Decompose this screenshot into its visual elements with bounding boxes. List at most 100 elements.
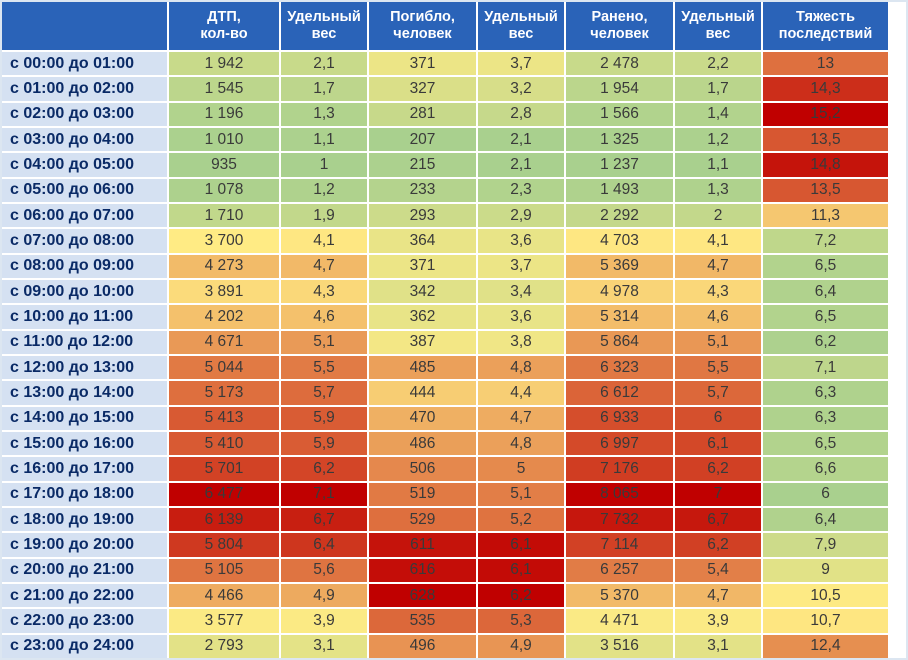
row-label: с 05:00 до 06:00 [2,178,167,202]
heatmap-cell: 281 [369,102,476,126]
heatmap-cell: 935 [169,153,279,177]
heatmap-cell: 6 [675,406,761,430]
row-label: с 15:00 до 16:00 [2,432,167,456]
heatmap-cell: 3,4 [478,280,564,304]
heatmap-cell: 4,7 [281,254,367,278]
heatmap-cell: 2,8 [478,102,564,126]
heatmap-cell: 6,1 [675,432,761,456]
heatmap-cell: 3 891 [169,280,279,304]
heatmap-cell: 6 [763,482,888,506]
heatmap-cell: 4 466 [169,584,279,608]
heatmap-cell: 5,1 [675,330,761,354]
heatmap-cell: 371 [369,52,476,76]
heatmap-cell: 3,8 [478,330,564,354]
heatmap-cell: 5 044 [169,356,279,380]
heatmap-cell: 5 173 [169,381,279,405]
heatmap-cell: 470 [369,406,476,430]
heatmap-cell: 5 [478,457,564,481]
heatmap-cell: 371 [369,254,476,278]
heatmap-cell: 1 545 [169,77,279,101]
heatmap-cell: 4 978 [566,280,673,304]
heatmap-cell: 6 323 [566,356,673,380]
heatmap-cell: 616 [369,558,476,582]
heatmap-cell: 4,6 [281,305,367,329]
heatmap-cell: 5,2 [478,508,564,532]
heatmap-cell: 506 [369,457,476,481]
heatmap-cell: 2,1 [478,128,564,152]
heatmap-cell: 4,3 [281,280,367,304]
heatmap-cell: 6,5 [763,254,888,278]
heatmap-cell: 6,5 [763,305,888,329]
heatmap-cell: 6,4 [763,508,888,532]
heatmap-cell: 4 703 [566,229,673,253]
heatmap-cell: 7 176 [566,457,673,481]
heatmap-cell: 5 804 [169,533,279,557]
heatmap-cell: 215 [369,153,476,177]
heatmap-cell: 7 114 [566,533,673,557]
heatmap-cell: 3,1 [281,634,367,658]
row-label: с 20:00 до 21:00 [2,558,167,582]
heatmap-cell: 12,4 [763,634,888,658]
heatmap-cell: 1 078 [169,178,279,202]
column-header: Удельный вес [675,2,761,50]
row-label: с 01:00 до 02:00 [2,77,167,101]
heatmap-cell: 5,4 [675,558,761,582]
row-label: с 10:00 до 11:00 [2,305,167,329]
heatmap-cell: 5 105 [169,558,279,582]
heatmap-cell: 3,6 [478,305,564,329]
heatmap-cell: 4 202 [169,305,279,329]
heatmap-cell: 1,7 [281,77,367,101]
heatmap-cell: 14,3 [763,77,888,101]
heatmap-cell: 15,2 [763,102,888,126]
heatmap-cell: 4,3 [675,280,761,304]
heatmap-cell: 293 [369,204,476,228]
header-corner [2,2,167,50]
heatmap-cell: 5 413 [169,406,279,430]
column-header: ДТП, кол-во [169,2,279,50]
heatmap-cell: 6 257 [566,558,673,582]
heatmap-cell: 6,2 [478,584,564,608]
heatmap-cell: 6,3 [763,381,888,405]
heatmap-cell: 4,7 [675,584,761,608]
heatmap-cell: 4,6 [675,305,761,329]
column-header: Тяжесть последствий [763,2,888,50]
heatmap-cell: 11,3 [763,204,888,228]
row-label: с 09:00 до 10:00 [2,280,167,304]
heatmap-cell: 486 [369,432,476,456]
heatmap-cell: 611 [369,533,476,557]
row-label: с 06:00 до 07:00 [2,204,167,228]
heatmap-cell: 4,1 [281,229,367,253]
heatmap-cell: 4,7 [478,406,564,430]
column-header: Удельный вес [281,2,367,50]
heatmap-cell: 4 273 [169,254,279,278]
heatmap-cell: 3,9 [675,609,761,633]
heatmap-cell: 13,5 [763,178,888,202]
heatmap-cell: 342 [369,280,476,304]
heatmap-cell: 6 997 [566,432,673,456]
row-label: с 16:00 до 17:00 [2,457,167,481]
heatmap-cell: 7 732 [566,508,673,532]
heatmap-cell: 1 566 [566,102,673,126]
heatmap-cell: 1 710 [169,204,279,228]
heatmap-cell: 5 410 [169,432,279,456]
heatmap-cell: 6 139 [169,508,279,532]
heatmap-cell: 4 471 [566,609,673,633]
heatmap-cell: 327 [369,77,476,101]
row-label: с 12:00 до 13:00 [2,356,167,380]
heatmap-cell: 4,9 [281,584,367,608]
heatmap-cell: 4,4 [478,381,564,405]
row-label: с 17:00 до 18:00 [2,482,167,506]
heatmap-cell: 6,2 [763,330,888,354]
heatmap-cell: 6,1 [478,558,564,582]
heatmap-cell: 6,7 [281,508,367,532]
heatmap-cell: 364 [369,229,476,253]
heatmap-cell: 1,2 [281,178,367,202]
heatmap-cell: 1 196 [169,102,279,126]
row-label: с 04:00 до 05:00 [2,153,167,177]
row-label: с 08:00 до 09:00 [2,254,167,278]
heatmap-cell: 9 [763,558,888,582]
heatmap-cell: 3,7 [478,52,564,76]
heatmap-cell: 1 325 [566,128,673,152]
heatmap-cell: 1 942 [169,52,279,76]
heatmap-cell: 5,7 [281,381,367,405]
